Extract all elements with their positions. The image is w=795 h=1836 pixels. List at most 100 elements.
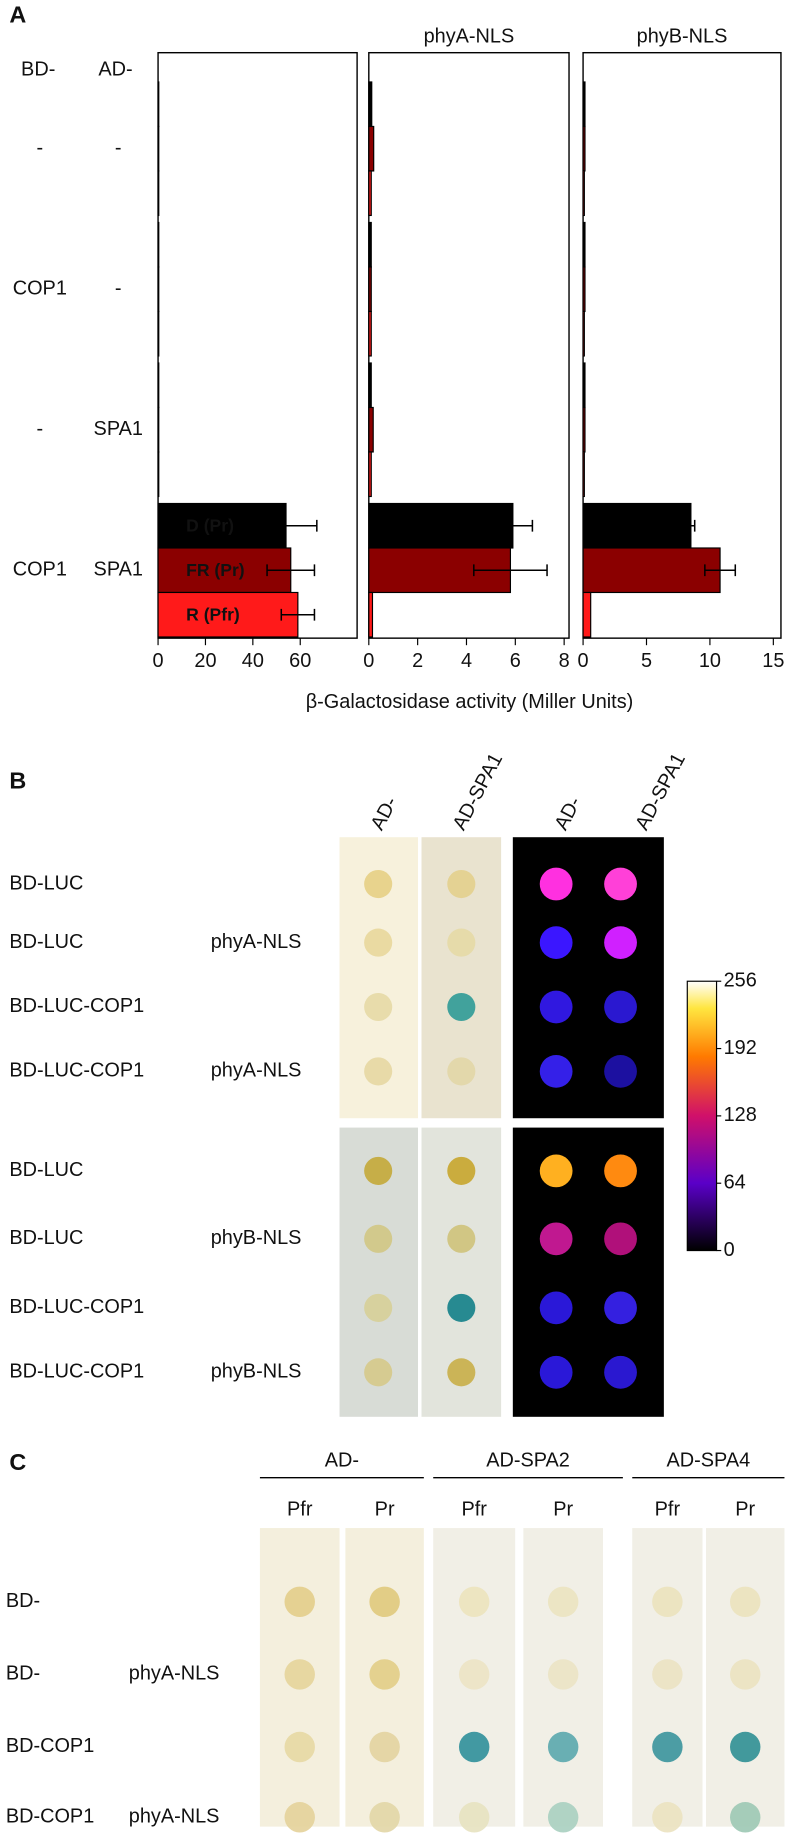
yeast-spot	[369, 1586, 400, 1618]
bar	[157, 81, 160, 128]
error-bar	[686, 519, 696, 532]
yeast-spot	[369, 1659, 400, 1690]
error-bar	[473, 564, 548, 577]
yeast-spot	[364, 928, 393, 957]
bar	[582, 310, 585, 357]
yeast-spot	[547, 1659, 579, 1690]
column-header: AD-SPA1	[449, 750, 508, 834]
x-tick-label: 0	[578, 650, 589, 672]
bar	[157, 170, 160, 217]
phy-label: phyA-NLS	[129, 1806, 220, 1828]
yeast-spot	[369, 1731, 400, 1763]
yeast-spot	[364, 1358, 393, 1387]
column-header: Pfr	[287, 1499, 313, 1521]
yeast-spot	[364, 1293, 393, 1322]
column-header: Pr	[375, 1499, 395, 1521]
column-header: AD-	[98, 59, 132, 81]
yeast-spot	[730, 1802, 761, 1833]
series-label: D (Pr)	[186, 516, 234, 536]
luminescence-spot	[539, 926, 573, 959]
yeast-spot	[447, 869, 476, 899]
error-bar	[266, 564, 316, 577]
bar	[582, 591, 592, 638]
bd-label: BD-LUC	[9, 931, 83, 953]
bar	[582, 406, 586, 453]
error-bar	[254, 519, 318, 532]
yeast-spot	[364, 1057, 393, 1086]
bar	[368, 451, 372, 498]
bar	[368, 406, 374, 453]
yeast-spot	[447, 1358, 476, 1387]
luminescence-spot	[604, 926, 637, 959]
yeast-spot	[730, 1659, 761, 1690]
x-tick-label: 40	[242, 650, 264, 672]
x-tick-label: 4	[461, 650, 472, 672]
luminescence-spot	[604, 990, 637, 1024]
yeast-spot	[447, 1293, 476, 1322]
yeast-spot	[447, 1156, 476, 1185]
panel-label: B	[9, 767, 26, 793]
yeast-spot	[364, 869, 393, 899]
bd-label: BD-LUC-COP1	[9, 1361, 144, 1383]
bar	[582, 266, 586, 313]
ad-label: SPA1	[94, 418, 143, 440]
yeast-spot	[364, 1156, 393, 1185]
bar	[368, 502, 514, 549]
yeast-spot	[652, 1731, 683, 1763]
error-bar	[492, 519, 534, 532]
x-tick-label: 15	[762, 650, 784, 672]
yeast-spot	[284, 1659, 315, 1690]
bar	[582, 547, 721, 594]
colorbar-tick-label: 192	[724, 1037, 757, 1059]
yeast-spot	[547, 1802, 579, 1833]
bar	[157, 362, 160, 409]
yeast-spot	[547, 1586, 579, 1618]
ad-label: -	[115, 137, 122, 159]
bar	[368, 170, 372, 217]
group-header: AD-SPA2	[486, 1450, 570, 1472]
yeast-spot	[458, 1659, 490, 1690]
x-tick-label: 20	[194, 650, 216, 672]
bd-label: COP1	[13, 277, 67, 299]
bar	[368, 81, 373, 128]
luminescence-spot	[539, 1355, 573, 1389]
bd-label: BD-LUC-COP1	[9, 1060, 144, 1082]
bar	[582, 362, 586, 409]
bar	[582, 125, 586, 172]
phy-label: phyA-NLS	[211, 931, 302, 953]
bd-label: BD-COP1	[6, 1806, 94, 1828]
colorbar-tick-label: 0	[724, 1239, 735, 1261]
yeast-spot	[447, 1224, 476, 1253]
x-tick-label: 6	[510, 650, 521, 672]
luminescence-spot	[539, 1054, 573, 1088]
ad-label: SPA1	[94, 558, 143, 580]
panel-label: C	[9, 1449, 26, 1475]
luminescence-spot	[539, 1291, 573, 1325]
yeast-spot	[284, 1731, 315, 1763]
column-header: AD-SPA1	[631, 750, 690, 834]
yeast-spot	[369, 1802, 400, 1833]
error-bar	[704, 564, 737, 577]
bd-label: BD-LUC	[9, 872, 83, 894]
yeast-spot	[547, 1731, 579, 1763]
yeast-spot	[652, 1802, 683, 1833]
x-tick-label: 5	[641, 650, 652, 672]
bar	[157, 125, 160, 172]
yeast-spot	[447, 928, 476, 957]
x-tick-label: 8	[559, 650, 570, 672]
luminescence-spot	[604, 1154, 637, 1188]
bar	[582, 81, 586, 128]
bd-label: BD-LUC-COP1	[9, 1296, 144, 1318]
luminescence-spot	[539, 990, 573, 1024]
yeast-spot	[458, 1802, 490, 1833]
yeast-spot	[458, 1586, 490, 1618]
x-axis-label: β-Galactosidase activity (Miller Units)	[306, 691, 634, 713]
panel-label: A	[9, 2, 26, 28]
column-header: Pr	[735, 1499, 755, 1521]
colorbar	[686, 980, 718, 1252]
colorbar-tick-label: 256	[724, 969, 757, 991]
chart-title: phyA-NLS	[424, 26, 515, 48]
luminescence-spot	[539, 867, 573, 901]
bar	[582, 451, 585, 498]
